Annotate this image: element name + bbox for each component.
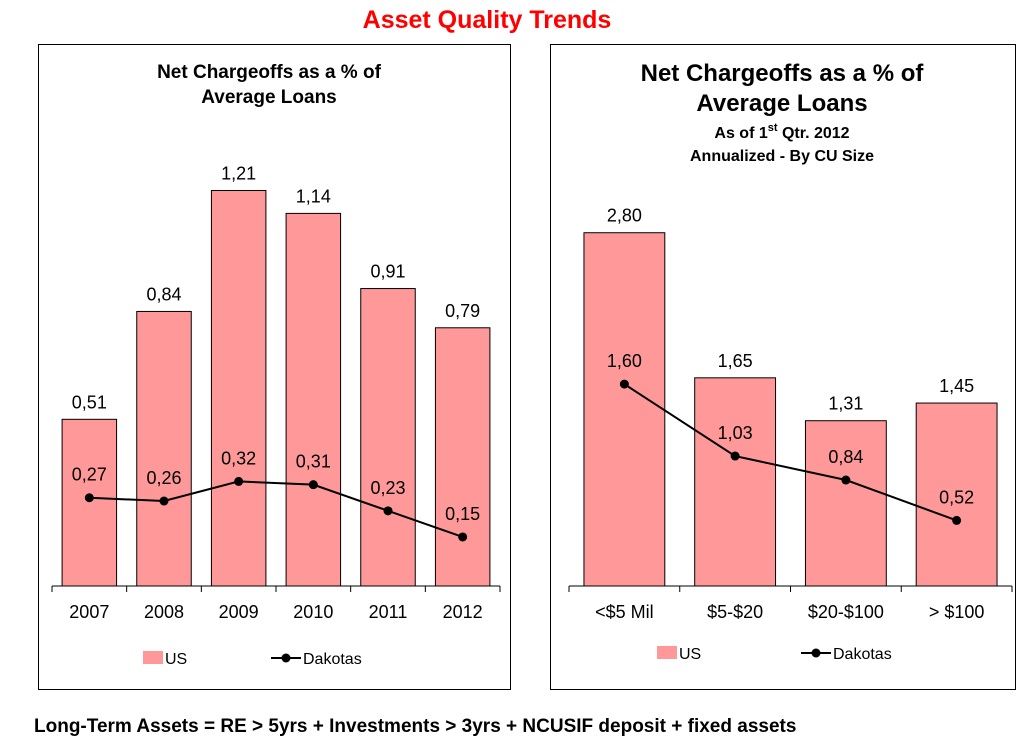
x-tick-label-5: 2012	[443, 602, 483, 622]
point-label-dakotas-0: 0,27	[72, 465, 107, 485]
point-dakotas-4	[383, 506, 393, 516]
legend-label-us: US	[165, 651, 187, 668]
chart-title-line-2: Average Loans	[696, 90, 867, 117]
bar-us-2	[804, 420, 887, 587]
bar-label-us-1: 1,65	[718, 351, 753, 371]
point-label-dakotas-1: 1,03	[718, 423, 753, 443]
line-dakotas	[89, 480, 463, 538]
bar-us-3	[915, 402, 998, 587]
bar-label-us-5: 0,79	[445, 301, 480, 321]
bar-label-us-2: 1,31	[828, 394, 863, 414]
bar-us-3	[285, 212, 342, 587]
x-tick-label-0: 2007	[69, 602, 109, 622]
bar-us-2	[210, 190, 267, 587]
line-dakotas	[623, 383, 957, 522]
legend-marker-dakotas	[281, 653, 291, 663]
bar-us-0	[61, 418, 118, 587]
x-tick-label-3: > $100	[929, 602, 985, 622]
chart-subtitle: As of 1st Qtr. 2012	[714, 122, 849, 142]
point-label-dakotas-3: 0,31	[296, 452, 331, 472]
bar-us-5	[434, 327, 491, 587]
legend-label-dakotas: Dakotas	[833, 646, 892, 663]
footer-note: Long-Term Assets = RE > 5yrs + Investmen…	[34, 716, 797, 737]
point-dakotas-3	[308, 480, 318, 490]
x-tick-label-1: 2008	[144, 602, 184, 622]
chart-panel-by-size: Net Chargeoffs as a % of Average Loans As …	[550, 44, 1016, 690]
bar-label-us-0: 0,51	[72, 392, 107, 412]
point-dakotas-1	[730, 451, 740, 461]
point-dakotas-0	[84, 493, 94, 503]
chart-title-line-2: Average Loans	[201, 87, 337, 108]
chart-subtitle-line-2: Annualized - By CU Size	[690, 148, 874, 165]
page-title: Asset Quality Trends	[362, 6, 612, 34]
x-tick-label-2: 2009	[219, 602, 259, 622]
point-label-dakotas-4: 0,23	[370, 478, 405, 498]
point-dakotas-0	[619, 379, 629, 389]
point-dakotas-2	[234, 476, 244, 486]
bar-us-1	[136, 310, 192, 587]
legend-marker-dakotas	[811, 648, 821, 658]
bar-label-us-0: 2,80	[607, 206, 642, 226]
chart-yearly-svg: Net Chargeoffs as a % of Average Loans 0,5…	[51, 62, 501, 668]
bar-label-us-1: 0,84	[146, 284, 181, 304]
point-label-dakotas-2: 0,32	[221, 448, 256, 468]
x-tick-label-0: <$5 Mil	[595, 602, 654, 622]
point-label-dakotas-3: 0,52	[939, 487, 974, 507]
bar-us-0	[583, 232, 666, 587]
legend-swatch-us	[657, 646, 677, 659]
bar-us-4	[360, 288, 416, 587]
point-label-dakotas-0: 1,60	[607, 351, 642, 371]
bar-label-us-4: 0,91	[370, 262, 405, 282]
chart-title-line-1: Net Chargeoffs as a % of	[157, 62, 381, 83]
chart-panel-yearly: Net Chargeoffs as a % of Average Loans 0,5…	[38, 44, 511, 690]
legend-label-dakotas: Dakotas	[303, 651, 362, 668]
point-label-dakotas-5: 0,15	[445, 504, 480, 524]
legend-swatch-us	[143, 651, 163, 664]
x-tick-label-2: $20-$100	[808, 602, 884, 622]
bar-label-us-3: 1,14	[296, 186, 331, 206]
bar-label-us-2: 1,21	[221, 164, 256, 184]
legend-label-us: US	[679, 646, 701, 663]
x-tick-label-3: 2010	[293, 602, 333, 622]
bar-label-us-3: 1,45	[939, 376, 974, 396]
point-label-dakotas-1: 0,26	[146, 468, 181, 488]
chart-title-line-1: Net Chargeoffs as a % of	[641, 60, 925, 87]
x-tick-label-1: $5-$20	[707, 602, 763, 622]
point-dakotas-2	[841, 475, 851, 485]
point-dakotas-5	[458, 532, 468, 542]
chart-by-size-svg: Net Chargeoffs as a % of Average Loans As …	[568, 60, 1013, 663]
bar-us-1	[694, 377, 777, 587]
point-dakotas-1	[159, 496, 169, 506]
point-label-dakotas-2: 0,84	[828, 447, 863, 467]
point-dakotas-3	[952, 515, 962, 525]
x-tick-label-4: 2011	[369, 602, 408, 622]
